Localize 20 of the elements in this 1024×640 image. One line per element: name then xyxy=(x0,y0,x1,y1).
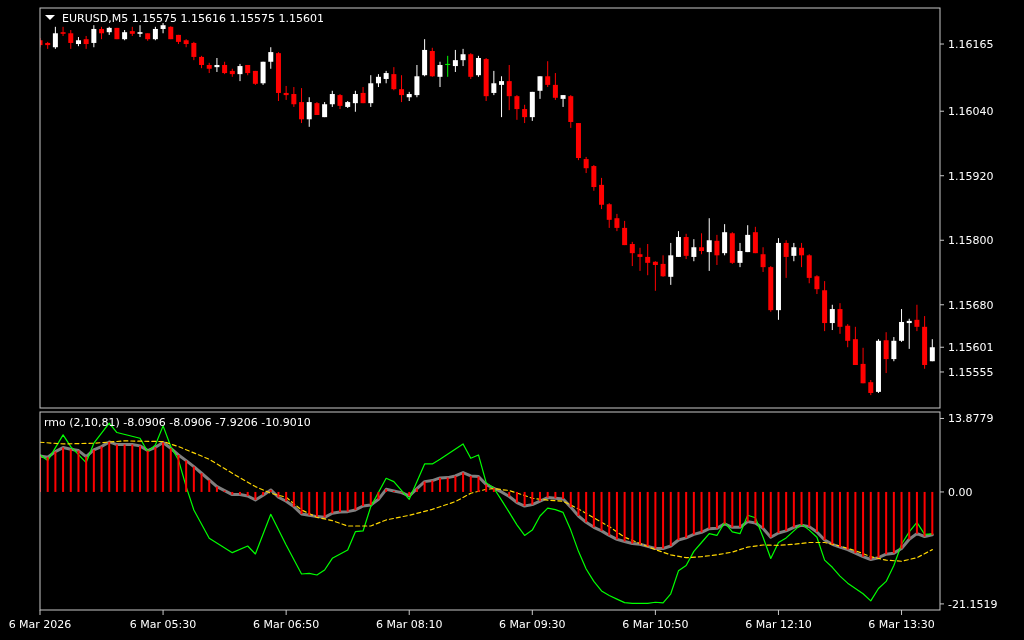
x-tick-label: 6 Mar 06:50 xyxy=(252,618,320,631)
chart-title: rmo (2,10,81) -8.0906 -8.0906 -7.9206 -10.9010 xyxy=(44,416,311,429)
y-tick-label: 1.15601 xyxy=(948,341,994,355)
y-tick-label: 13.8779 xyxy=(948,412,994,426)
chart-title: EURUSD,M5 1.15575 1.15616 1.15575 1.15601 xyxy=(62,12,325,25)
y-tick-label: -21.1519 xyxy=(948,597,998,611)
y-tick-label: 1.15920 xyxy=(948,169,994,183)
x-tick-label: 6 Mar 2026 xyxy=(8,618,72,631)
x-tick-label: 6 Mar 12:10 xyxy=(745,618,812,631)
y-tick-label: 1.15800 xyxy=(948,234,994,248)
y-tick-label: 1.15555 xyxy=(948,365,994,379)
x-tick-label: 6 Mar 09:30 xyxy=(499,618,566,631)
y-tick-label: 0.00 xyxy=(948,485,973,499)
x-tick-label: 6 Mar 13:30 xyxy=(868,618,935,631)
x-tick-label: 6 Mar 05:30 xyxy=(129,618,197,631)
y-tick-label: 1.16165 xyxy=(948,37,994,51)
y-tick-label: 1.15680 xyxy=(948,298,994,312)
x-tick-label: 6 Mar 10:50 xyxy=(622,618,689,631)
x-tick-label: 6 Mar 08:10 xyxy=(376,618,443,631)
y-tick-label: 1.16040 xyxy=(948,105,994,119)
